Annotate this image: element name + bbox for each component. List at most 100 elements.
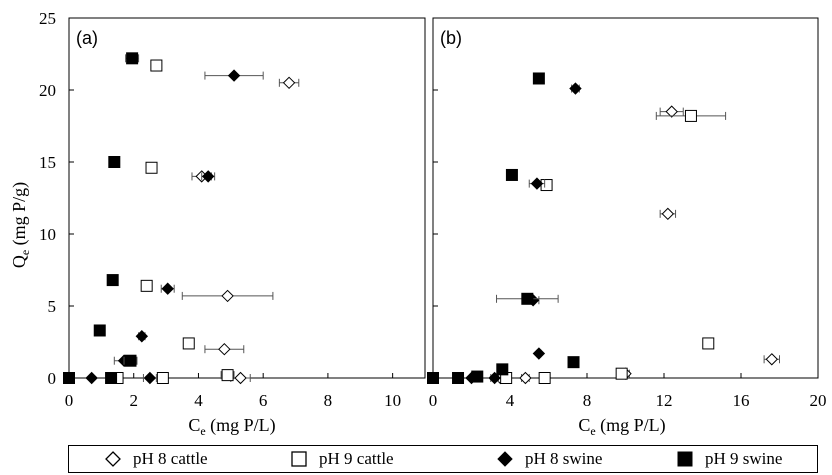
- x-tick-label: 2: [129, 391, 138, 410]
- panel-a: (a) 0 2 4 6 8 10 Ce (mg P/L): [63, 17, 426, 438]
- data-point: [567, 356, 580, 369]
- panel-b-x-axis: 0 4 8 12 16 20: [429, 17, 827, 410]
- panel-b-x-title-main: C: [578, 415, 590, 435]
- x-tick-label: 20: [810, 391, 827, 410]
- series-ph-9-swine: [427, 72, 580, 384]
- series-ph-8-swine: [465, 82, 582, 385]
- panel-a-x-title: Ce (mg P/L): [188, 415, 275, 438]
- data-point: [765, 353, 779, 366]
- y-tick-label: 20: [39, 81, 56, 100]
- series-ph-9-cattle: [500, 109, 727, 384]
- y-axis-title-sub: e: [18, 250, 32, 255]
- data-point: [156, 372, 169, 384]
- data-point: [227, 69, 241, 82]
- y-tick-label: 25: [39, 9, 56, 28]
- data-point: [661, 207, 675, 221]
- legend-item-ph9-swine: pH 9 swine: [673, 449, 782, 469]
- data-point: [106, 274, 119, 287]
- legend-label: pH 9 swine: [705, 449, 783, 468]
- data-point: [540, 179, 553, 192]
- series-ph-8-cattle: [181, 76, 300, 385]
- series-ph-9-cattle: [111, 59, 235, 384]
- y-tick-label: 15: [39, 153, 56, 172]
- data-point: [521, 292, 534, 305]
- panel-a-frame: [68, 17, 426, 379]
- series-ph-8-swine: [85, 69, 264, 385]
- panel-a-x-axis: 0 2 4 6 8 10: [65, 17, 401, 410]
- legend-item-ph8-cattle: pH 8 cattle: [101, 449, 208, 469]
- x-tick-label: 8: [324, 391, 333, 410]
- data-point: [143, 371, 157, 385]
- data-point: [126, 52, 139, 65]
- legend: pH 8 cattle pH 9 cattle pH 8 swine pH 9 …: [68, 445, 818, 473]
- data-point: [282, 76, 296, 90]
- open-square-icon: [291, 451, 307, 467]
- y-tick-label: 5: [48, 297, 57, 316]
- legend-label: pH 8 swine: [525, 449, 603, 468]
- data-point: [135, 330, 149, 343]
- y-axis-title-unit: (mg P/g): [9, 182, 30, 250]
- panel-a-x-title-sub: e: [200, 424, 205, 438]
- data-point: [105, 372, 118, 384]
- data-point: [519, 371, 532, 385]
- panel-b-marks: [427, 72, 780, 385]
- data-point: [538, 372, 551, 384]
- data-point: [505, 168, 518, 181]
- x-tick-label: 0: [429, 391, 438, 410]
- panel-b-x-title-unit: (mg P/L): [596, 415, 666, 436]
- panel-b-label: (b): [440, 28, 462, 48]
- series-ph-8-cattle: [494, 105, 780, 385]
- data-point: [150, 59, 163, 72]
- data-point: [665, 105, 678, 118]
- data-point: [85, 371, 98, 385]
- y-axis-title: Qe (mg P/g): [9, 182, 32, 268]
- data-point: [108, 156, 121, 168]
- x-tick-label: 4: [194, 391, 203, 410]
- data-point: [124, 354, 137, 367]
- panel-a-x-title-unit: (mg P/L): [206, 415, 276, 436]
- legend-label: pH 9 cattle: [319, 449, 394, 468]
- panel-b-x-title: Ce (mg P/L): [578, 415, 665, 438]
- data-point: [452, 372, 465, 384]
- data-point: [702, 337, 715, 350]
- data-point: [221, 369, 234, 382]
- panel-b-x-title-sub: e: [590, 424, 595, 438]
- y-axis: 0 5 10 15 20 25: [39, 9, 56, 388]
- x-tick-label: 8: [583, 391, 592, 410]
- filled-square-icon: [677, 451, 693, 467]
- filled-diamond-icon: [497, 451, 513, 467]
- data-point: [145, 161, 158, 174]
- legend-item-ph9-cattle: pH 9 cattle: [287, 449, 394, 469]
- data-point: [569, 82, 582, 95]
- data-point: [615, 367, 628, 380]
- x-tick-label: 0: [65, 391, 74, 410]
- open-diamond-icon: [105, 451, 121, 467]
- figure: Qe (mg P/g) 0 5 10 15 20 25 (a) 0 2 4 6 8 10 Ce (m…: [9, 9, 827, 438]
- panel-a-x-title-main: C: [188, 415, 200, 435]
- x-tick-label: 4: [506, 391, 515, 410]
- data-point: [218, 342, 231, 356]
- y-tick-label: 10: [39, 225, 56, 244]
- x-tick-label: 16: [733, 391, 750, 410]
- data-point: [684, 109, 697, 122]
- x-tick-label: 10: [384, 391, 401, 410]
- panel-b-frame: [432, 17, 819, 379]
- panel-b: (b) 0 4 8 12 16 20 Ce (mg P/L): [427, 17, 827, 438]
- data-point: [530, 177, 544, 190]
- data-point: [532, 72, 545, 85]
- data-point: [63, 372, 75, 384]
- x-tick-label: 12: [656, 391, 673, 410]
- data-point: [221, 289, 234, 303]
- x-tick-label: 6: [259, 391, 268, 410]
- y-axis-title-main: Q: [9, 255, 29, 268]
- legend-item-ph8-swine: pH 8 swine: [493, 449, 602, 469]
- series-ph-9-swine: [63, 52, 140, 384]
- panel-a-marks: [63, 52, 300, 385]
- data-point: [93, 324, 106, 337]
- data-point: [161, 282, 174, 295]
- legend-label: pH 8 cattle: [133, 449, 208, 468]
- data-point: [471, 370, 484, 383]
- data-point: [201, 170, 215, 183]
- data-point: [234, 371, 247, 385]
- data-point: [532, 347, 546, 360]
